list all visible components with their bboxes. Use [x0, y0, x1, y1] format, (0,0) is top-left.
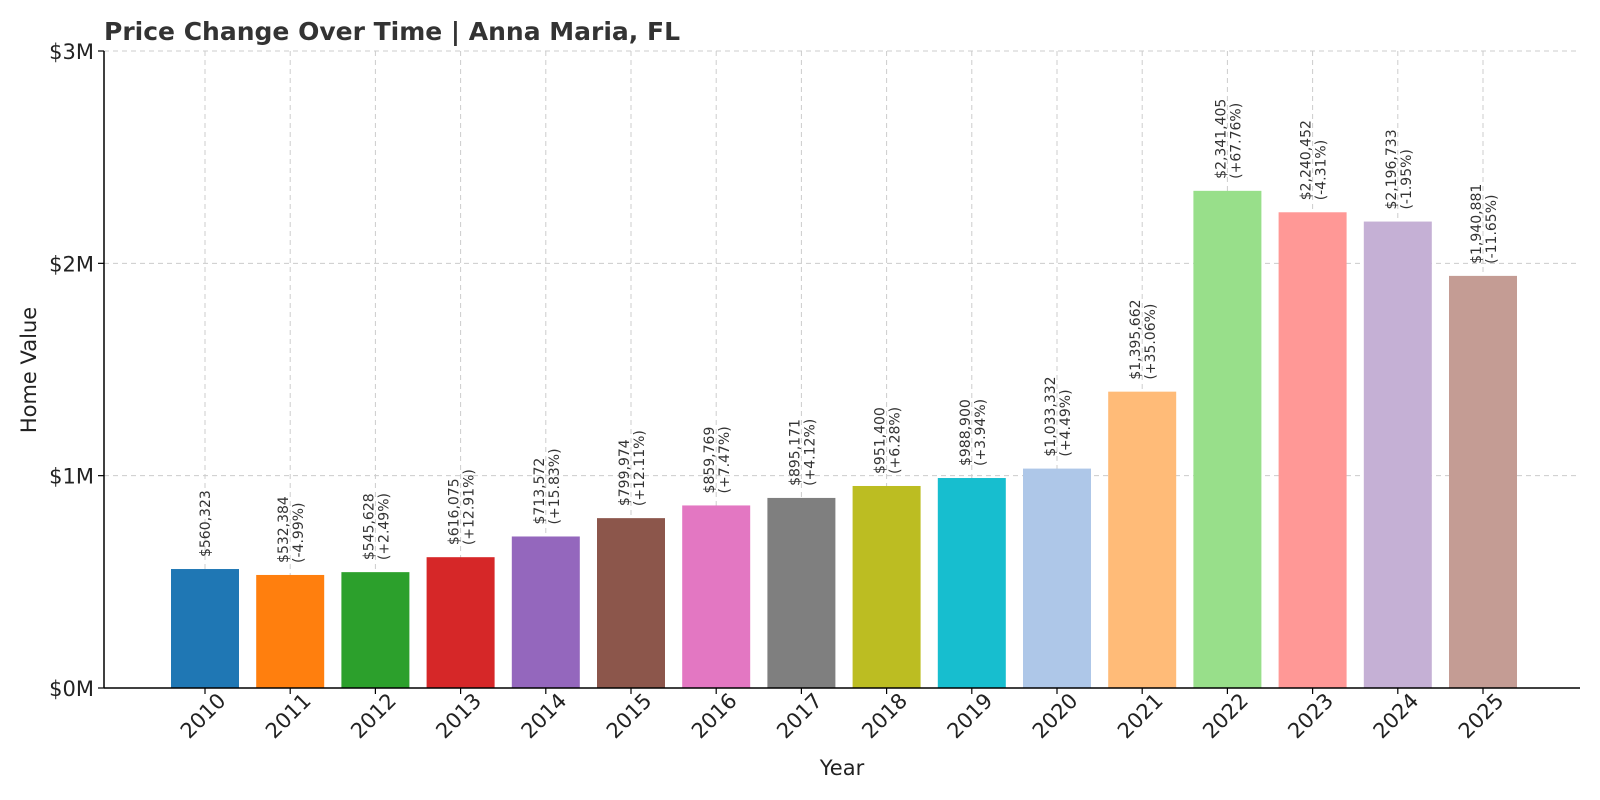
bar-label-2017: $895,171 (+4.12%) [787, 419, 818, 486]
bar-2015 [597, 518, 665, 688]
bar-label-2016: $859,769 (+7.47%) [702, 426, 733, 493]
y-tick-label: $2M [49, 252, 94, 276]
bar-value-label: $532,384 [276, 496, 292, 563]
bar-labels: $560,323 $532,384 (-4.99%) $545,628 (+2.49%)… [198, 99, 1500, 563]
x-tick-label: 2014 [517, 689, 572, 744]
x-tick-label: 2017 [772, 689, 827, 744]
bar-change-label: (+7.47%) [717, 426, 733, 493]
bar-change-label: (+35.06%) [1143, 304, 1159, 380]
bar-value-label: $545,628 [361, 493, 377, 560]
bar-value-label: $713,572 [532, 458, 548, 525]
bar-value-label: $988,900 [958, 399, 974, 466]
x-tick-label: 2013 [431, 689, 486, 744]
bar-2010 [171, 569, 239, 688]
chart-title: Price Change Over Time | Anna Maria, FL [104, 17, 680, 46]
bar-change-label: (-4.99%) [291, 503, 307, 563]
bars [171, 190, 1517, 689]
x-tick-label: 2011 [261, 689, 316, 744]
bar-value-label: $2,341,405 [1213, 99, 1229, 179]
bar-label-2014: $713,572 (+15.83%) [532, 448, 563, 524]
bar-value-label: $951,400 [873, 407, 889, 474]
x-axis-label: Year [819, 756, 865, 780]
bar-change-label: (+3.94%) [973, 399, 989, 466]
bar-change-label: (+67.76%) [1228, 103, 1244, 179]
bar-value-label: $2,240,452 [1299, 120, 1315, 200]
bar-2025 [1449, 275, 1517, 688]
bar-label-2023: $2,240,452 (-4.31%) [1299, 120, 1330, 200]
x-tick-label: 2015 [602, 689, 657, 744]
x-tick-label: 2016 [687, 689, 742, 744]
bar-change-label: (-1.95%) [1399, 149, 1415, 209]
bar-label-2018: $951,400 (+6.28%) [873, 407, 904, 474]
x-tick-label: 2023 [1283, 689, 1338, 744]
bar-value-label: $2,196,733 [1384, 129, 1400, 209]
bar-change-label: (+6.28%) [888, 407, 904, 474]
bar-label-2010: $560,323 [198, 490, 214, 557]
bar-change-label: (+15.83%) [547, 448, 563, 524]
bar-value-label: $799,974 [617, 439, 633, 506]
bar-label-2015: $799,974 (+12.11%) [617, 430, 648, 506]
y-tick-label: $0M [49, 677, 94, 701]
bar-2019 [937, 478, 1006, 688]
x-tick-label: 2012 [346, 689, 401, 744]
bar-value-label: $1,940,881 [1469, 184, 1485, 264]
bar-2021 [1108, 391, 1177, 688]
bar-2023 [1278, 212, 1347, 689]
bar-label-2013: $616,075 (+12.91%) [447, 469, 478, 545]
bar-label-2019: $988,900 (+3.94%) [958, 399, 989, 466]
x-ticks: 2010 2011 2012 2013 2014 2015 2016 2017 2018 2019… [176, 688, 1509, 743]
bar-change-label: (+4.12%) [802, 419, 818, 486]
bar-value-label: $895,171 [787, 419, 803, 486]
bar-change-label: (-4.31%) [1314, 140, 1330, 200]
bar-change-label: (+4.49%) [1058, 389, 1074, 456]
x-tick-label: 2019 [943, 689, 998, 744]
y-axis-label: Home Value [17, 307, 41, 433]
bar-2011 [256, 574, 325, 688]
y-ticks: $0M $1M $2M $3M [49, 40, 104, 701]
bar-label-2011: $532,384 (-4.99%) [276, 496, 307, 563]
bar-2013 [426, 557, 495, 688]
bar-label-2020: $1,033,332 (+4.49%) [1043, 376, 1074, 456]
grid-lines [104, 50, 1580, 688]
bar-value-label: $560,323 [198, 490, 214, 557]
x-tick-label: 2020 [1028, 689, 1083, 744]
bar-change-label: (+2.49%) [376, 493, 392, 560]
x-tick-label: 2024 [1369, 689, 1424, 744]
bar-value-label: $616,075 [447, 478, 463, 545]
bar-2024 [1363, 221, 1432, 688]
bar-2017 [767, 497, 836, 688]
bar-2022 [1193, 190, 1262, 688]
bar-2020 [1023, 468, 1091, 688]
y-tick-label: $1M [49, 465, 94, 489]
bar-label-2012: $545,628 (+2.49%) [361, 493, 392, 560]
axes [103, 51, 1580, 689]
x-tick-label: 2010 [176, 689, 231, 744]
bar-2012 [341, 572, 410, 688]
x-tick-label: 2025 [1454, 689, 1509, 744]
bar-change-label: (+12.91%) [462, 469, 478, 545]
bar-2018 [852, 485, 921, 688]
bar-2016 [682, 505, 751, 688]
bar-label-2024: $2,196,733 (-1.95%) [1384, 129, 1415, 209]
bar-change-label: (-11.65%) [1484, 195, 1500, 264]
bar-label-2025: $1,940,881 (-11.65%) [1469, 184, 1500, 264]
bar-change-label: (+12.11%) [632, 430, 648, 506]
bar-label-2021: $1,395,662 (+35.06%) [1128, 299, 1159, 379]
x-tick-label: 2018 [857, 689, 912, 744]
x-tick-label: 2021 [1113, 689, 1168, 744]
bar-2014 [511, 536, 580, 688]
bar-value-label: $1,033,332 [1043, 376, 1059, 456]
bar-label-2022: $2,341,405 (+67.76%) [1213, 99, 1244, 179]
y-tick-label: $3M [49, 40, 94, 64]
x-tick-label: 2022 [1198, 689, 1253, 744]
bar-value-label: $859,769 [702, 427, 718, 494]
bar-value-label: $1,395,662 [1128, 299, 1144, 379]
